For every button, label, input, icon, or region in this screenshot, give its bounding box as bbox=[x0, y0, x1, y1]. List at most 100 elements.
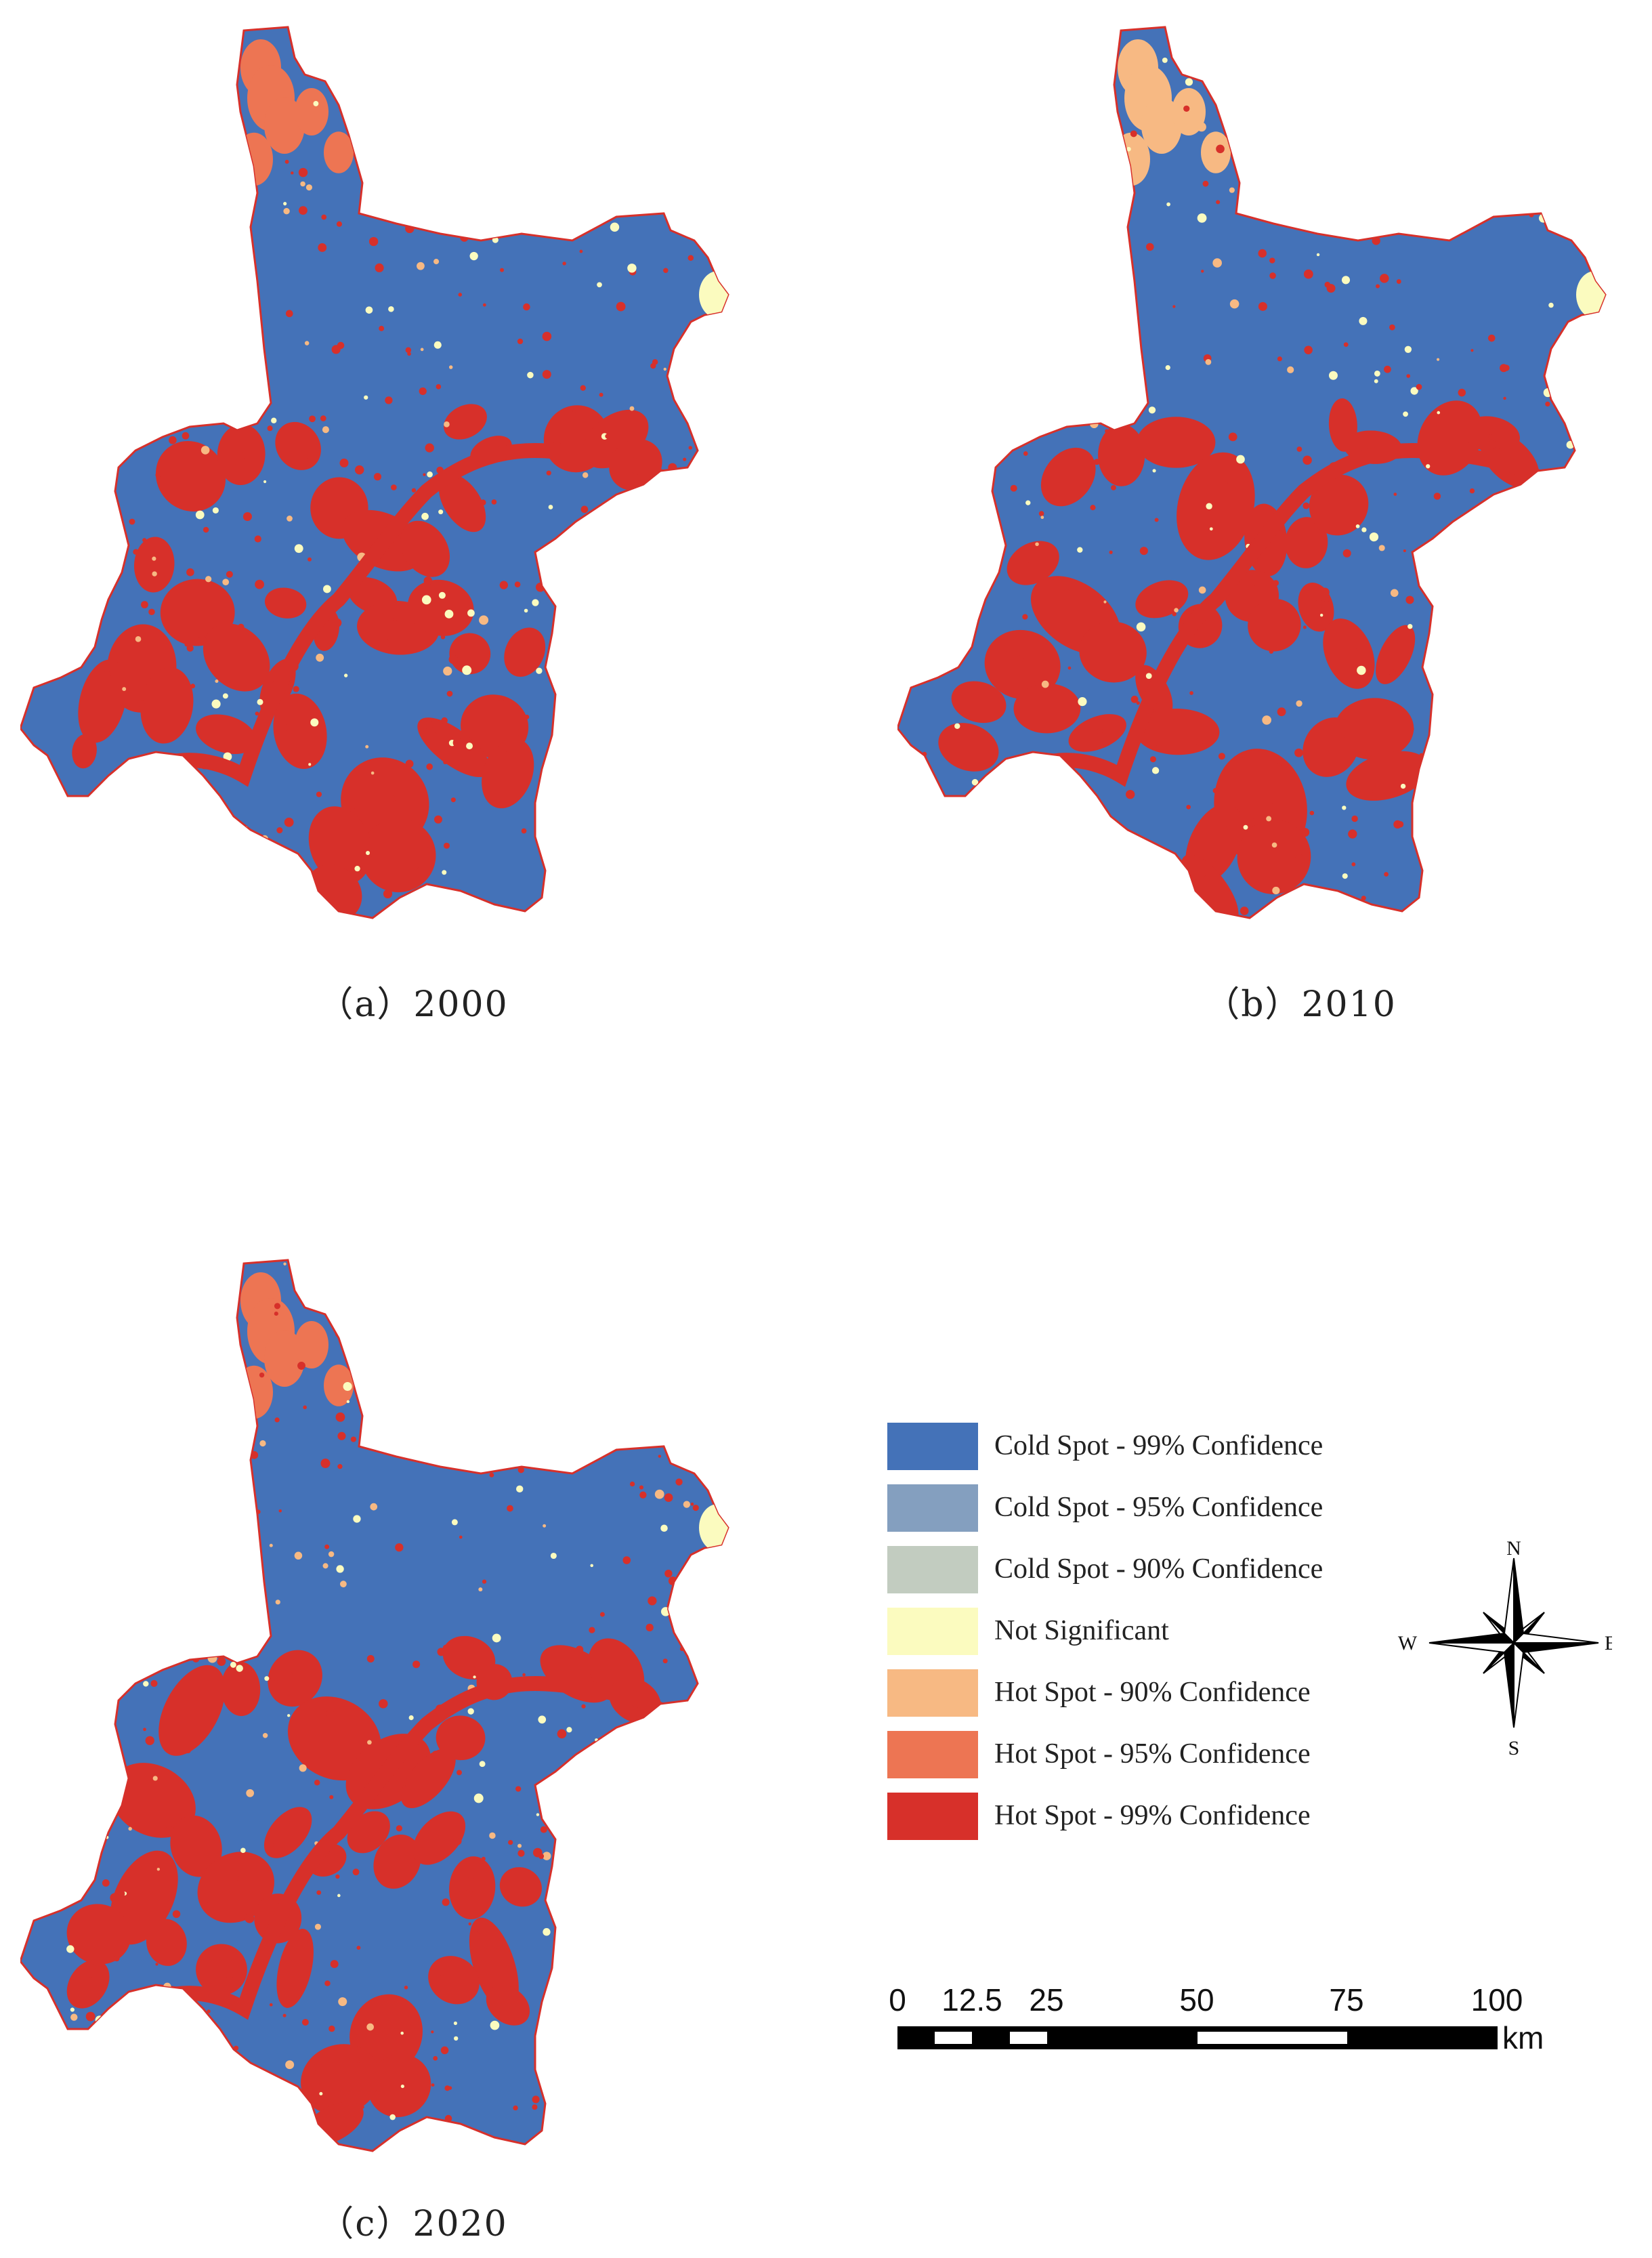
hotspot-speck bbox=[1328, 371, 1338, 380]
hotspot-speck bbox=[1269, 272, 1276, 279]
hotspot-speck bbox=[259, 1440, 266, 1447]
hotspot-speck bbox=[1488, 440, 1497, 448]
hotspot-speck bbox=[444, 421, 450, 427]
hotspot-speck bbox=[95, 2015, 104, 2024]
hotspot-speck bbox=[1304, 70, 1309, 75]
hotspot-speck bbox=[668, 1576, 677, 1586]
river bbox=[111, 442, 705, 803]
hotspot-speck bbox=[1111, 484, 1116, 490]
hotspot-speck bbox=[350, 1436, 356, 1442]
hotspot-speck bbox=[1319, 613, 1323, 617]
hotspot-speck bbox=[1529, 784, 1538, 793]
hotspot-speck bbox=[543, 1928, 551, 1936]
hotspot-speck bbox=[1003, 644, 1011, 652]
hotspot-speck bbox=[1370, 202, 1379, 211]
hotspot-speck bbox=[156, 1868, 161, 1871]
hotspot-speck bbox=[60, 881, 68, 890]
hotspot-speck bbox=[1148, 406, 1156, 414]
hotspot-speck bbox=[1341, 276, 1351, 285]
hotspot-speck bbox=[168, 400, 172, 404]
hotspot-speck bbox=[1038, 511, 1044, 516]
hotspot-speck bbox=[115, 1445, 125, 1455]
hotspot-speck bbox=[1296, 446, 1302, 452]
hotspot-speck bbox=[1433, 493, 1441, 500]
hotspot-speck bbox=[1509, 511, 1518, 520]
hotspot-speck bbox=[429, 90, 438, 99]
hotspot-speck bbox=[444, 2114, 452, 2123]
hotspot-speck bbox=[69, 396, 75, 402]
hotspot-speck bbox=[1105, 228, 1109, 232]
hotspot-speck bbox=[1302, 502, 1310, 509]
hotspot-speck bbox=[354, 865, 360, 872]
map-region bbox=[20, 26, 729, 919]
hotspot-speck bbox=[548, 505, 553, 509]
hotspot-speck bbox=[1545, 401, 1550, 407]
hotspot-speck bbox=[442, 1898, 450, 1906]
scale-tick-label: 12.5 bbox=[941, 1982, 1002, 2017]
hotspot-speck bbox=[553, 882, 563, 891]
hotspot-speck bbox=[1109, 35, 1118, 44]
hotspot-speck bbox=[148, 96, 154, 103]
hotspot-speck bbox=[480, 499, 486, 505]
hotspot-speck bbox=[1287, 366, 1294, 373]
hotspot-speck bbox=[61, 268, 66, 273]
hotspot-speck bbox=[627, 264, 637, 273]
hotspot-speck bbox=[259, 1372, 265, 1378]
hotspot-speck bbox=[514, 581, 521, 587]
hotspot-speck bbox=[1032, 370, 1040, 377]
hotspot-speck bbox=[918, 818, 927, 827]
hotspot-speck bbox=[1054, 117, 1064, 127]
hotspot-speck bbox=[1339, 733, 1345, 738]
hotspot-speck bbox=[524, 223, 533, 232]
hotspot-speck bbox=[1266, 816, 1272, 822]
hotspot-speck bbox=[230, 247, 238, 255]
hotspot-speck bbox=[697, 205, 702, 211]
hotspot-speck bbox=[308, 763, 312, 766]
hotspot-speck bbox=[49, 881, 58, 890]
hotspot-speck bbox=[429, 732, 438, 740]
hotspot-speck bbox=[1330, 208, 1338, 216]
hotspot-speck bbox=[143, 1728, 146, 1732]
hotspot-speck bbox=[498, 699, 505, 707]
hotspot-speck bbox=[1040, 516, 1044, 520]
hotspot-speck bbox=[433, 2055, 438, 2061]
hotspot-speck bbox=[233, 464, 241, 472]
hotspot-speck bbox=[322, 1563, 329, 1569]
hotspot-speck bbox=[114, 2023, 121, 2030]
hotspot-speck bbox=[622, 902, 631, 911]
hotspot-speck bbox=[1205, 358, 1212, 365]
hotspot-speck bbox=[1152, 469, 1156, 473]
hotspot-speck bbox=[685, 2109, 692, 2114]
hotspot-speck bbox=[1458, 388, 1466, 397]
hotspot-speck bbox=[278, 1509, 282, 1513]
hotspot-speck bbox=[152, 571, 157, 577]
hotspot-speck bbox=[983, 563, 989, 568]
hotspot-speck bbox=[142, 538, 147, 543]
hotspot-speck bbox=[210, 381, 217, 389]
hotspot-speck bbox=[1271, 842, 1277, 848]
hotspot-speck bbox=[1218, 753, 1225, 760]
hotspot-speck bbox=[991, 418, 996, 423]
hotspot-speck bbox=[166, 1442, 171, 1446]
hotspot-speck bbox=[432, 1397, 442, 1406]
hotspot-speck bbox=[294, 544, 303, 553]
hotspot-speck bbox=[128, 1826, 132, 1831]
hotspot-speck bbox=[433, 1281, 440, 1287]
hotspot-speck bbox=[294, 1551, 303, 1560]
hotspot-speck bbox=[232, 1534, 242, 1545]
hotspot-cluster bbox=[367, 2054, 431, 2118]
hotspot-speck bbox=[118, 197, 123, 202]
hotspot-speck bbox=[337, 1431, 346, 1440]
legend-label: Cold Spot - 90% Confidence bbox=[994, 1553, 1323, 1585]
hotspot-speck bbox=[1361, 527, 1367, 532]
hotspot-speck bbox=[1390, 589, 1399, 598]
hotspot-speck bbox=[116, 2051, 120, 2055]
legend-item: Cold Spot - 99% Confidence bbox=[887, 1423, 1402, 1470]
hotspot-speck bbox=[1072, 349, 1080, 356]
hotspot-speck bbox=[981, 400, 987, 405]
hotspot-speck bbox=[189, 893, 193, 897]
hotspot-speck bbox=[695, 2004, 704, 2013]
hotspot-speck bbox=[338, 1997, 347, 2007]
hotspot-speck bbox=[65, 1397, 69, 1400]
hotspot-speck bbox=[242, 512, 252, 522]
